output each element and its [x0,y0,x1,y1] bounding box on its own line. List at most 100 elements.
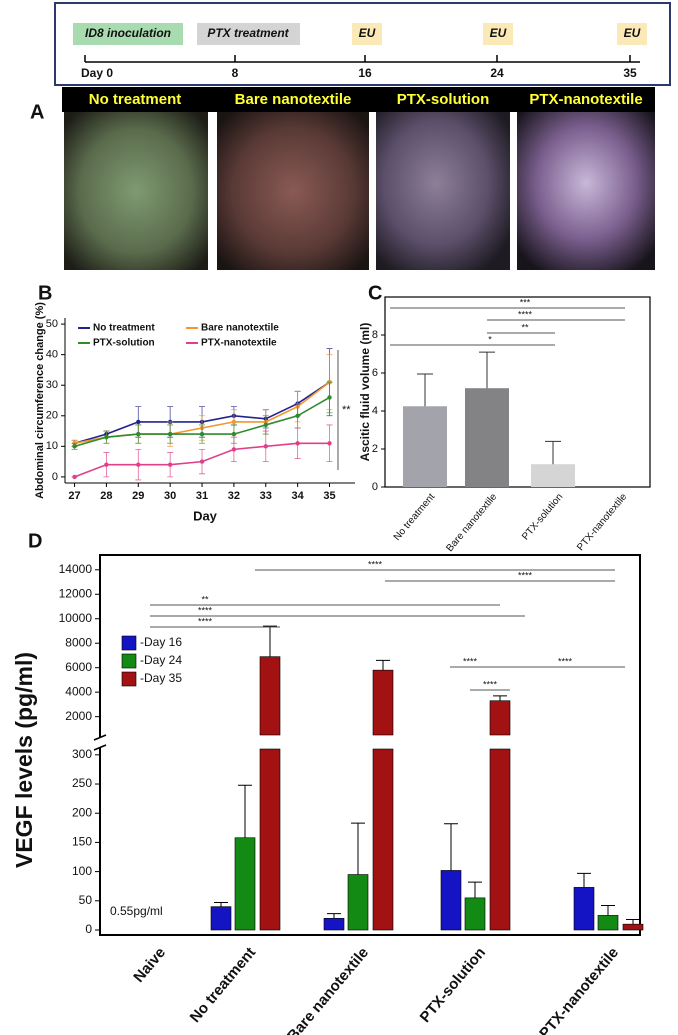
y-tick-label: 10 [46,440,58,452]
point [263,444,268,449]
legend-label: -Day 35 [140,671,182,685]
point [104,462,109,467]
endpoint-label: EU [490,26,507,40]
y-tick-label: 30 [46,379,58,391]
timeline-ticks [84,55,631,62]
point [167,462,173,467]
point [167,431,173,437]
x-tick-label: Naive [130,944,169,986]
x-tick-label: 34 [292,490,305,502]
bar [465,388,509,487]
day-label: 24 [490,66,504,80]
x-tick-label: 31 [196,490,208,502]
bar-upper [259,656,281,736]
x-tick-label: 33 [260,490,272,502]
error-bar [214,902,228,907]
legend-marker [121,671,137,687]
y-tick-label: 14000 [59,562,93,576]
endpoint-box [617,23,647,45]
point [199,431,205,437]
x-tick-label: No treatment [392,491,438,543]
significance-label: ** [201,594,209,604]
bar [531,464,575,487]
plot-frame [99,554,641,936]
significance-label: **** [518,570,533,580]
y-tick-label: 150 [72,835,92,849]
y-tick-label: 50 [46,318,58,330]
endpoint-box [483,23,513,45]
y-tick-label: 10000 [59,611,93,625]
legend-label: PTX-solution [93,338,155,349]
error-bar [238,784,252,838]
group-header: Bare nanotextile [235,91,352,108]
endpoint-label: EU [359,26,376,40]
y-tick-label: 300 [72,747,92,761]
point [231,447,237,452]
significance-label: **** [558,656,573,666]
x-axis-label: Day [193,508,218,523]
error-bar [479,351,495,389]
legend-label: -Day 16 [140,635,182,649]
bar [210,906,232,931]
error-bar [601,904,615,916]
point [263,422,268,428]
bar [573,887,595,931]
group-header: PTX-solution [397,91,490,108]
bar-lower [372,748,394,931]
error-bar [545,440,561,465]
point [72,444,77,449]
y-tick-label: 2000 [65,709,92,723]
day-label: 35 [623,66,637,80]
error-bar [376,659,390,671]
point [327,441,332,446]
bar-lower [489,748,511,931]
legend-marker [121,653,137,669]
panel-label: A [30,101,44,123]
significance-label: ** [521,322,529,332]
y-tick-label: 20 [46,410,58,422]
significance-label: ** [342,404,351,416]
endpoint-label: EU [624,26,641,40]
plot-frame [384,296,651,488]
y-axis-label: VEGF levels (pg/ml) [11,652,37,868]
y-tick-label: 4000 [65,684,92,698]
y-tick-label: 0 [52,471,58,483]
phase-label: ID8 inoculation [85,26,171,40]
photo [376,112,510,270]
header-bar [62,87,655,112]
significance-label: **** [483,679,498,689]
x-tick-label: PTX-solution [417,944,489,1026]
point [295,441,300,446]
panel-label: D [28,530,42,552]
significance-label: *** [520,297,531,307]
error-bar [444,823,458,871]
timeline-frame [54,2,671,86]
y-tick-label: 100 [72,864,92,878]
x-tick-label: Bare nanotextile [284,944,372,1035]
y-tick-label: 12000 [59,586,93,600]
x-tick-label: No treatment [187,944,259,1026]
error-bar [468,881,482,898]
point [327,395,332,400]
point [72,474,77,480]
legend-marker [121,635,137,651]
error-bar [351,822,365,875]
day-label: 16 [358,66,372,80]
bar [597,915,619,931]
photo [64,112,208,270]
error-bar [417,373,433,407]
legend-label: -Day 24 [140,653,182,667]
bar [622,923,644,931]
y-tick-label: 40 [46,349,58,361]
bar [464,897,486,931]
point [136,462,141,467]
significance-label: **** [518,309,533,319]
y-tick-label: 6000 [65,660,92,674]
photo [217,112,369,270]
bar [323,918,345,931]
bar [440,870,462,931]
group-header: PTX-nanotextile [529,91,642,108]
endpoint-box [352,23,382,45]
error-bar [626,918,640,925]
